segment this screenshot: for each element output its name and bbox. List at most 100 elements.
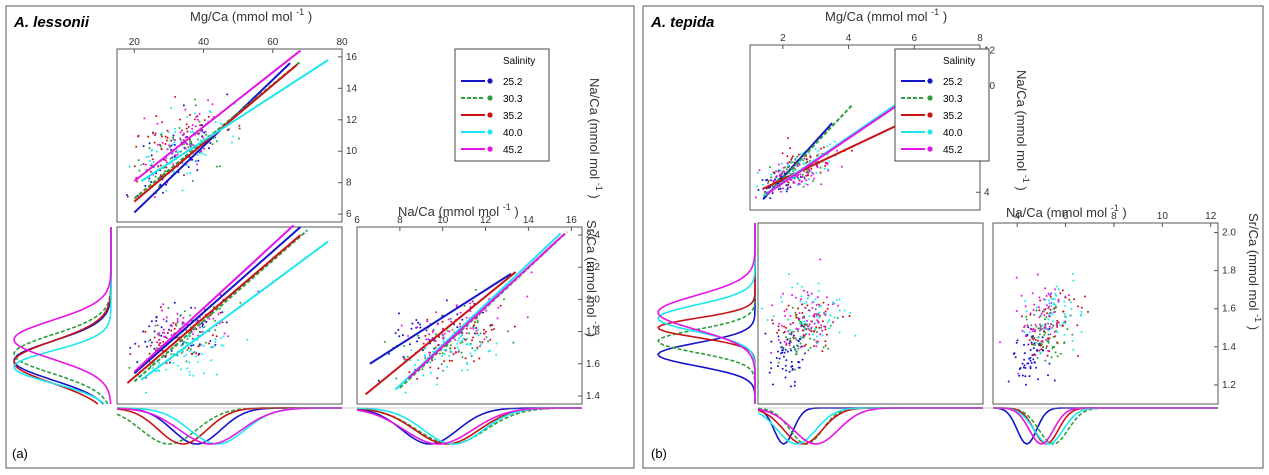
data-point-40.0 xyxy=(461,369,464,372)
data-point-25.2 xyxy=(433,347,436,350)
data-point-35.2 xyxy=(787,183,790,186)
data-point-40.0 xyxy=(1070,308,1073,311)
data-point-25.2 xyxy=(1023,352,1026,355)
panel-a-mg-axis-label: Mg/Ca (mmol mol -1 ) xyxy=(190,7,312,24)
data-point-35.2 xyxy=(461,332,464,335)
data-point-35.2 xyxy=(792,155,794,158)
data-point-30.3 xyxy=(794,311,797,314)
data-point-35.2 xyxy=(499,304,502,307)
data-point-25.2 xyxy=(775,357,778,359)
data-point-30.3 xyxy=(463,304,466,307)
data-point-35.2 xyxy=(160,306,162,309)
data-point-45.2 xyxy=(778,322,781,325)
data-point-45.2 xyxy=(1034,354,1037,357)
data-point-45.2 xyxy=(426,320,429,323)
data-point-40.0 xyxy=(1059,324,1062,327)
data-point-45.2 xyxy=(176,313,179,315)
data-point-25.2 xyxy=(202,323,204,326)
data-point-45.2 xyxy=(208,317,211,320)
data-point-25.2 xyxy=(764,332,767,335)
panel-a-na-y-tick-label: 12 xyxy=(346,115,358,126)
data-point-30.3 xyxy=(767,182,769,184)
data-point-30.3 xyxy=(160,133,163,136)
data-point-35.2 xyxy=(1056,341,1058,344)
data-point-25.2 xyxy=(475,327,478,329)
panel-a-na-x-tick-label: 8 xyxy=(397,215,403,226)
data-point-40.0 xyxy=(801,320,803,323)
data-point-40.0 xyxy=(423,355,426,358)
data-point-45.2 xyxy=(459,311,462,314)
data-point-25.2 xyxy=(181,342,184,345)
data-point-45.2 xyxy=(1017,372,1020,375)
data-point-40.0 xyxy=(1035,341,1037,344)
data-point-40.0 xyxy=(836,298,838,301)
data-point-45.2 xyxy=(174,154,177,157)
data-point-45.2 xyxy=(783,330,786,333)
data-point-25.2 xyxy=(791,365,794,367)
data-point-35.2 xyxy=(815,326,818,329)
data-point-45.2 xyxy=(1029,312,1032,315)
data-point-30.3 xyxy=(787,330,790,333)
panel-b-na-sr-plot xyxy=(992,222,1219,405)
data-point-25.2 xyxy=(798,366,801,369)
data-point-40.0 xyxy=(160,132,163,135)
data-point-40.0 xyxy=(805,301,808,303)
data-point-40.0 xyxy=(230,141,233,144)
data-point-45.2 xyxy=(179,131,182,134)
data-point-45.2 xyxy=(1043,308,1046,311)
data-point-35.2 xyxy=(159,174,162,177)
data-point-35.2 xyxy=(186,130,189,133)
data-point-40.0 xyxy=(1048,299,1050,302)
data-point-25.2 xyxy=(1027,343,1030,346)
data-point-35.2 xyxy=(818,303,820,306)
data-point-30.3 xyxy=(799,342,802,345)
data-point-45.2 xyxy=(799,298,802,301)
data-point-40.0 xyxy=(818,289,820,292)
data-point-45.2 xyxy=(815,313,818,316)
regression-line-25.2 xyxy=(133,226,302,375)
data-point-45.2 xyxy=(815,340,818,343)
data-point-35.2 xyxy=(824,328,827,331)
data-point-35.2 xyxy=(221,321,224,324)
data-point-35.2 xyxy=(436,377,439,380)
data-point-30.3 xyxy=(154,175,157,178)
data-point-30.3 xyxy=(796,344,799,347)
data-point-35.2 xyxy=(133,165,136,168)
data-point-30.3 xyxy=(172,136,175,139)
data-point-35.2 xyxy=(812,345,815,347)
data-point-30.3 xyxy=(807,327,810,330)
data-point-35.2 xyxy=(801,312,804,314)
data-point-45.2 xyxy=(156,143,159,146)
data-point-45.2 xyxy=(465,316,468,319)
data-point-30.3 xyxy=(216,165,219,168)
data-point-30.3 xyxy=(785,336,788,339)
data-point-45.2 xyxy=(1033,330,1036,333)
data-point-45.2 xyxy=(827,169,830,172)
data-point-40.0 xyxy=(796,282,799,285)
data-point-45.2 xyxy=(999,341,1001,344)
data-point-40.0 xyxy=(1050,297,1053,300)
data-point-45.2 xyxy=(223,332,226,335)
data-point-35.2 xyxy=(424,334,427,337)
data-point-35.2 xyxy=(180,129,183,132)
data-point-30.3 xyxy=(449,344,452,347)
data-point-25.2 xyxy=(148,177,151,180)
data-point-35.2 xyxy=(238,127,241,130)
data-point-30.3 xyxy=(769,166,771,169)
panel-a-sr-tick-label: 2.0 xyxy=(586,294,600,305)
data-point-25.2 xyxy=(798,338,801,341)
data-point-35.2 xyxy=(451,359,453,362)
data-point-25.2 xyxy=(793,380,796,383)
data-point-45.2 xyxy=(783,171,786,174)
data-point-40.0 xyxy=(466,369,469,371)
panel-a-mg-tick-label: 20 xyxy=(129,37,141,48)
data-point-25.2 xyxy=(200,322,203,325)
density-curve-45.2 xyxy=(657,223,756,404)
data-point-35.2 xyxy=(478,357,481,360)
data-point-30.3 xyxy=(441,352,444,355)
data-point-35.2 xyxy=(1054,335,1056,338)
panel-b-mg-tick-label: 8 xyxy=(977,33,983,44)
data-point-45.2 xyxy=(775,175,778,178)
data-point-45.2 xyxy=(1046,304,1048,307)
data-point-45.2 xyxy=(796,165,799,167)
